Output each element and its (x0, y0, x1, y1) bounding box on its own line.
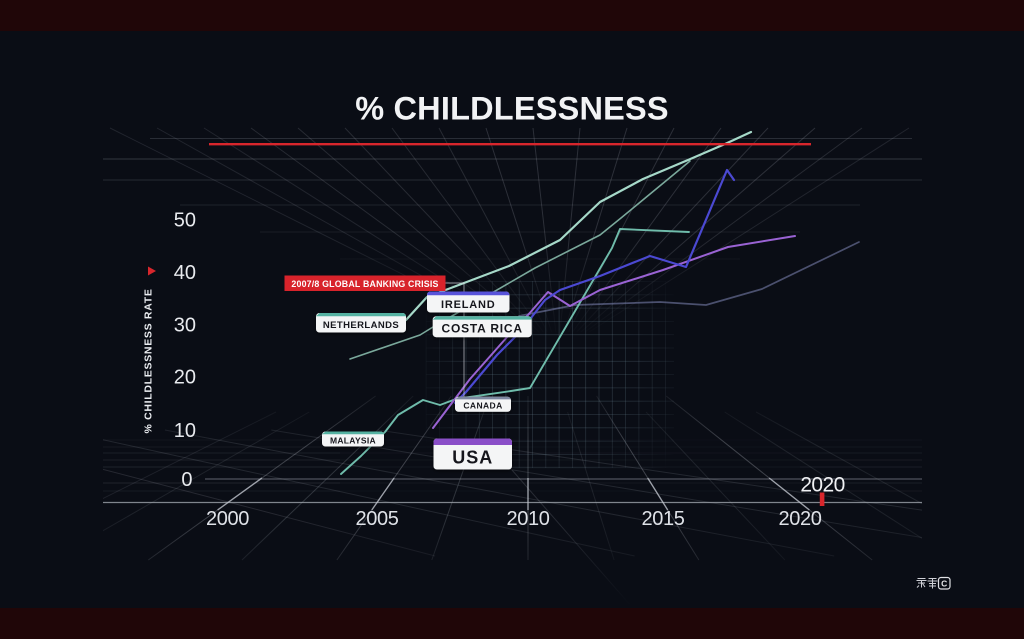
svg-text:% CHILDLESSNESS RATE: % CHILDLESSNESS RATE (143, 288, 155, 433)
svg-text:40: 40 (174, 262, 196, 284)
svg-text:2020: 2020 (779, 508, 822, 530)
svg-text:10: 10 (174, 420, 196, 442)
svg-text:2015: 2015 (642, 508, 685, 530)
svg-text:2007/8 GLOBAL BANKING CRISIS: 2007/8 GLOBAL BANKING CRISIS (291, 279, 438, 289)
svg-text:2000: 2000 (206, 508, 249, 530)
svg-text:% CHILDLESSNESS: % CHILDLESSNESS (355, 91, 669, 127)
svg-text:MALAYSIA: MALAYSIA (330, 436, 376, 446)
svg-text:0: 0 (181, 469, 192, 491)
svg-text:2005: 2005 (356, 508, 399, 530)
svg-text:COSTA RICA: COSTA RICA (442, 322, 523, 336)
svg-text:C: C (941, 578, 947, 588)
svg-text:IRELAND: IRELAND (441, 299, 496, 311)
svg-text:20: 20 (174, 367, 196, 389)
svg-text:USA: USA (452, 448, 493, 468)
svg-text:2010: 2010 (507, 508, 550, 530)
svg-text:2020: 2020 (800, 474, 844, 497)
svg-text:30: 30 (174, 315, 196, 337)
svg-text:CANADA: CANADA (463, 401, 502, 411)
svg-text:NETHERLANDS: NETHERLANDS (323, 320, 399, 331)
svg-text:50: 50 (174, 210, 196, 232)
